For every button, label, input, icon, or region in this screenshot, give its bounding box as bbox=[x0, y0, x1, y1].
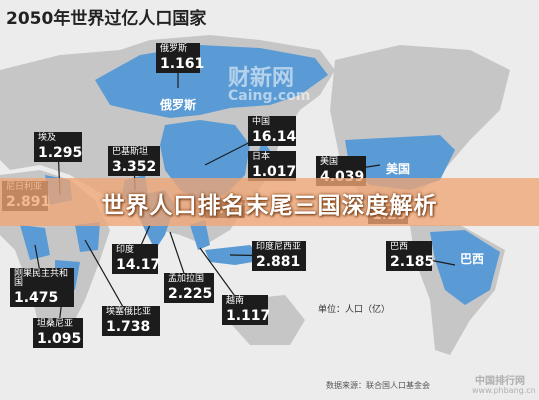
callout: 巴基斯坦 3.352 bbox=[108, 146, 160, 176]
callout: 日本 1.017 bbox=[248, 151, 296, 181]
callout: 埃及 1.295 bbox=[34, 132, 82, 162]
callout: 中国 16.14 bbox=[248, 116, 296, 146]
population-value: 16.14 bbox=[252, 129, 297, 145]
population-value: 3.352 bbox=[112, 159, 157, 175]
population-value: 1.475 bbox=[14, 290, 59, 306]
callout: 巴西 2.185 bbox=[386, 241, 435, 271]
country-name: 俄罗斯 bbox=[160, 44, 188, 54]
watermark: www.phbang.cn bbox=[472, 386, 536, 395]
country-name: 埃及 bbox=[38, 133, 57, 143]
banner-text: 世界人口排名末尾三国深度解析 bbox=[101, 193, 438, 219]
callout: 印度尼西亚 2.881 bbox=[252, 241, 306, 271]
country-name: 日本 bbox=[252, 152, 271, 162]
source-note: 数据来源：联合国人口基金会 bbox=[326, 381, 430, 390]
population-value: 2.881 bbox=[256, 254, 301, 270]
population-value: 14.17 bbox=[116, 257, 161, 273]
country-name: 中国 bbox=[252, 117, 271, 127]
population-value: 2.225 bbox=[168, 286, 213, 302]
country-name: 孟加拉国 bbox=[168, 274, 205, 284]
usa bbox=[345, 135, 455, 190]
se-asia bbox=[190, 220, 265, 265]
country-name: 印度 bbox=[116, 245, 135, 255]
map-label: 美国 bbox=[386, 162, 411, 176]
country-name: 印度尼西亚 bbox=[256, 242, 302, 252]
callout: 埃塞俄比亚 1.738 bbox=[102, 306, 160, 336]
country-name: 巴西 bbox=[390, 242, 409, 252]
population-value: 1.295 bbox=[38, 145, 83, 161]
brazil bbox=[430, 230, 500, 305]
map-label: 巴西 bbox=[460, 252, 485, 266]
unit-note: 单位：人口（亿） bbox=[318, 305, 391, 315]
population-value: 1.161 bbox=[160, 56, 205, 72]
population-value: 1.095 bbox=[37, 331, 82, 347]
population-value: 2.185 bbox=[390, 254, 435, 270]
map-label: 俄罗斯 bbox=[160, 98, 197, 112]
watermark: Caing.com bbox=[228, 88, 311, 104]
country-name: 坦桑尼亚 bbox=[37, 319, 74, 329]
watermark: 财新网 bbox=[228, 66, 295, 91]
callout: 越南 1.117 bbox=[222, 295, 271, 325]
banner-band bbox=[0, 178, 539, 226]
population-value: 1.017 bbox=[252, 164, 297, 180]
russia bbox=[95, 45, 328, 118]
callout: 刚果民主共和国 1.475 bbox=[10, 268, 74, 307]
watermark: 中国排行网 bbox=[475, 376, 525, 387]
callout: 坦桑尼亚 1.095 bbox=[33, 318, 83, 348]
callout: 俄罗斯 1.161 bbox=[156, 43, 205, 73]
country-name: 巴基斯坦 bbox=[112, 147, 149, 157]
country-name: 埃塞俄比亚 bbox=[106, 307, 152, 317]
population-value: 1.738 bbox=[106, 319, 151, 335]
country-name: 越南 bbox=[226, 296, 245, 306]
callout: 孟加拉国 2.225 bbox=[164, 273, 214, 303]
map-title: 2050年世界过亿人口国家 bbox=[6, 9, 207, 29]
country-name: 刚果民主共和国 bbox=[14, 269, 69, 288]
callout: 印度 14.17 bbox=[112, 244, 161, 274]
country-name: 美国 bbox=[320, 157, 339, 167]
population-value: 1.117 bbox=[226, 308, 271, 324]
